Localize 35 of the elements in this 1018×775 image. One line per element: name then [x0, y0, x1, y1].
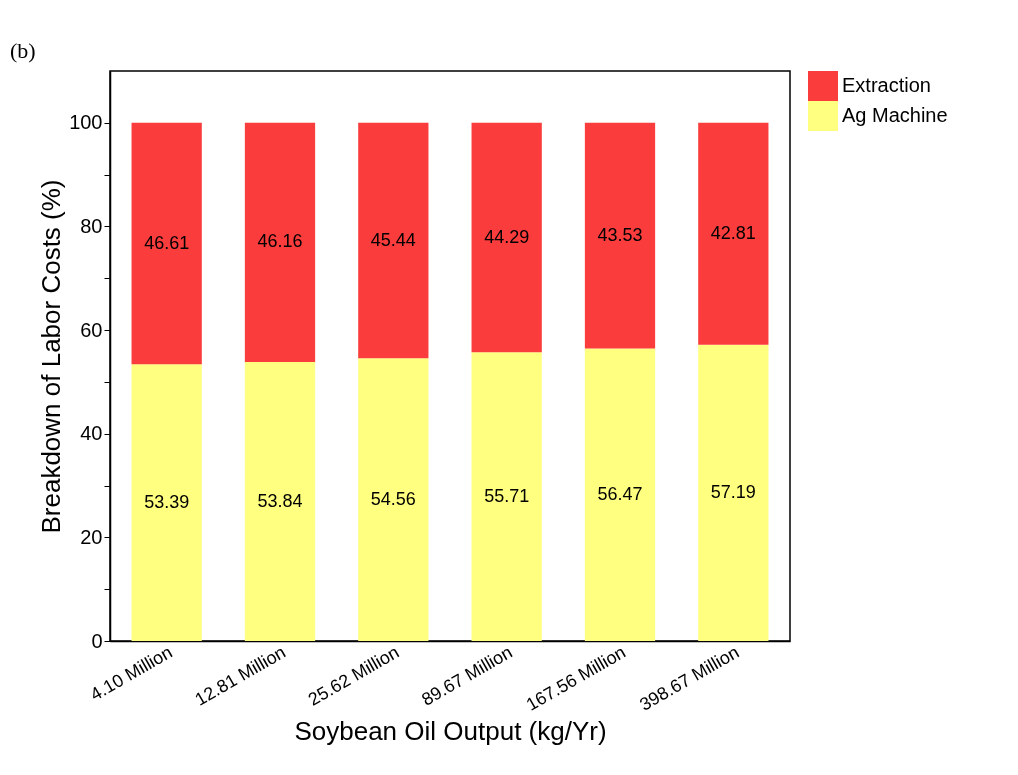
y-tick-label: 80	[80, 214, 103, 237]
bar	[471, 122, 542, 353]
bar	[131, 364, 202, 641]
bar	[358, 358, 429, 641]
y-tick-label: 0	[91, 629, 103, 652]
bar	[698, 344, 769, 641]
data-label: 55.71	[484, 485, 530, 506]
data-label: 45.44	[370, 229, 416, 250]
y-tick-label: 100	[69, 111, 103, 134]
legend-label: Ag Machine	[842, 104, 948, 126]
bar	[244, 362, 316, 641]
data-label: 42.81	[710, 222, 756, 243]
bar	[698, 122, 769, 345]
y-tick-label: 20	[80, 525, 103, 548]
bar	[358, 122, 429, 359]
y-tick-label: 60	[80, 318, 103, 341]
data-label: 57.19	[710, 481, 756, 502]
data-label: 53.84	[257, 490, 303, 511]
data-label: 54.56	[370, 488, 416, 509]
y-axis-title: Breakdown of Labor Costs (%)	[36, 179, 67, 534]
bar	[244, 122, 316, 363]
data-label: 56.47	[597, 483, 643, 504]
data-label: 43.53	[597, 224, 643, 245]
x-axis-title: Soybean Oil Output (kg/Yr)	[294, 715, 607, 746]
data-label: 46.61	[144, 232, 190, 253]
bar	[584, 122, 656, 349]
data-label: 46.16	[257, 231, 303, 252]
y-tick-label: 40	[80, 422, 103, 445]
data-label: 53.39	[144, 491, 190, 512]
bar	[584, 348, 656, 641]
legend-label: Extraction	[842, 74, 931, 96]
bar	[131, 122, 202, 365]
text: (b)	[10, 38, 36, 63]
data-label: 44.29	[484, 226, 530, 247]
bar	[471, 352, 542, 641]
